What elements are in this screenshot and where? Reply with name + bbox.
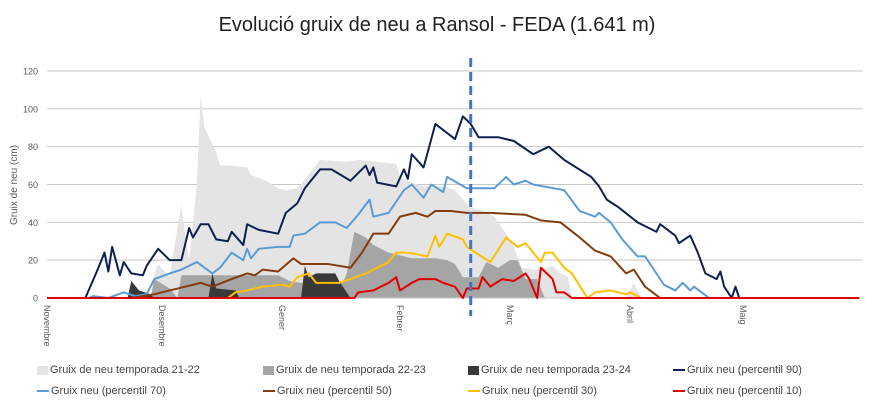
y-tick-label: 60 <box>28 180 38 190</box>
x-tick-label: Desembre <box>157 305 167 347</box>
x-tick-label: Gener <box>277 305 287 330</box>
legend-item: Gruix de neu temporada 22-23 <box>263 364 426 376</box>
chart-title: Evolució gruix de neu a Ransol - FEDA (1… <box>218 14 656 36</box>
y-tick-label: 20 <box>28 256 38 266</box>
y-tick-label: 40 <box>28 218 38 228</box>
legend-label: Gruix de neu temporada 21-22 <box>50 364 200 376</box>
legend-label: Gruix neu (percentil 10) <box>687 385 802 397</box>
y-tick-label: 80 <box>28 142 38 152</box>
y-tick-label: 0 <box>33 294 38 304</box>
series-gruix-neu-percentil-50-line <box>47 209 860 299</box>
x-tick-label: Maig <box>738 305 748 325</box>
legend-item: Gruix de neu temporada 23-24 <box>468 364 631 376</box>
legend-item: Gruix neu (percentil 70) <box>37 385 166 397</box>
x-tick-label: Abril <box>625 305 635 323</box>
legend-item: Gruix neu (percentil 90) <box>673 364 802 376</box>
legend-label: Gruix neu (percentil 90) <box>687 364 802 376</box>
x-tick-label: Febrer <box>395 305 405 332</box>
legend-label: Gruix neu (percentil 70) <box>51 385 166 397</box>
legend-swatch-line <box>673 369 685 371</box>
legend-label: Gruix neu (percentil 50) <box>277 385 392 397</box>
x-tick-label: Novembre <box>42 305 52 347</box>
legend-label: Gruix neu (percentil 30) <box>482 385 597 397</box>
legend-item: Gruix neu (percentil 50) <box>263 385 392 397</box>
series-gruix-neu-percentil-10-line <box>47 266 860 299</box>
legend-swatch-line <box>263 390 275 392</box>
series-gruix-neu-percentil-70-line <box>47 175 860 299</box>
y-axis-label: Gruix de neu (cm) <box>9 145 20 225</box>
x-tick-label: Març <box>505 305 515 325</box>
series-gruix-neu-percentil-30-line <box>47 232 860 299</box>
legend-swatch-box <box>37 365 48 375</box>
legend-item: Gruix neu (percentil 30) <box>468 385 597 397</box>
series-gruix-neu-percentil-90-line <box>47 115 860 299</box>
legend-swatch-line <box>673 390 685 392</box>
series-gruix-de-neu-temporada-22-23-area <box>150 231 545 298</box>
y-tick-label: 100 <box>23 104 38 114</box>
legend-swatch-line <box>468 390 480 392</box>
legend-swatch-line <box>37 390 49 392</box>
legend-label: Gruix de neu temporada 22-23 <box>276 364 426 376</box>
legend-label: Gruix de neu temporada 23-24 <box>481 364 631 376</box>
legend-swatch-box <box>263 365 274 375</box>
y-tick-label: 120 <box>23 67 38 77</box>
legend-item: Gruix neu (percentil 10) <box>673 385 802 397</box>
legend-item: Gruix de neu temporada 21-22 <box>37 364 200 376</box>
legend-swatch-box <box>468 365 479 375</box>
